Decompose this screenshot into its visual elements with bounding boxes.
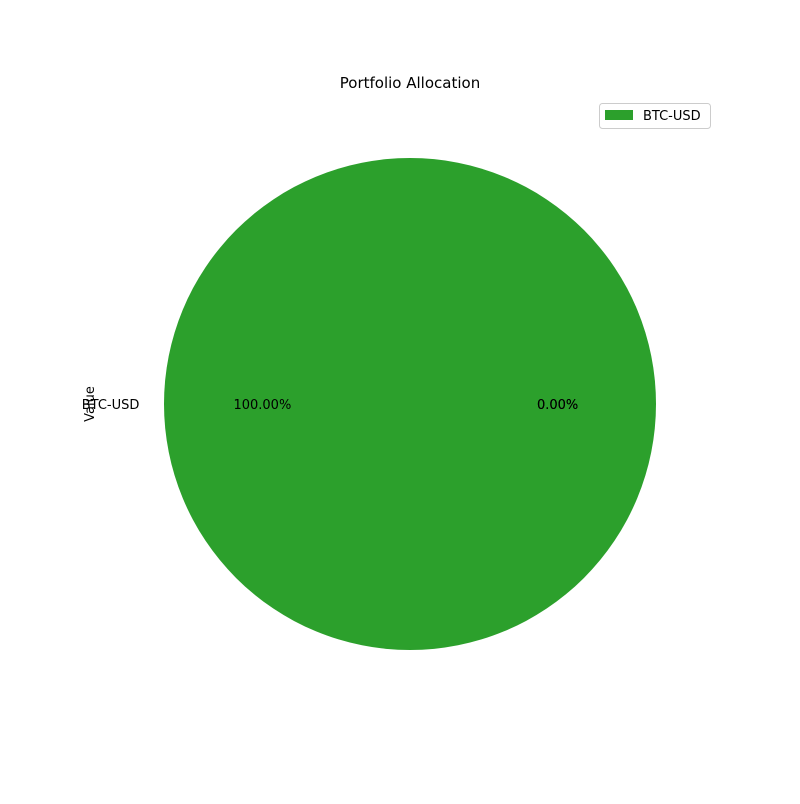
y-axis-label: Value (83, 386, 98, 422)
legend-label-btc-usd: BTC-USD (643, 109, 701, 124)
pie-category-label-btc-usd: BTC-USD (82, 398, 140, 413)
pie-labels: 100.00%BTC-USD 0.00%0.00% (82, 398, 579, 413)
chart-title: Portfolio Allocation (340, 74, 480, 92)
pie-slice-btc-usd (164, 158, 656, 650)
pie-pct-label-btc-usd: 100.00% (233, 398, 291, 413)
pie-slices (164, 158, 656, 650)
pie-pct-label-slice-2: 0.00% (537, 398, 578, 413)
legend-frame (599, 103, 711, 129)
pie-pct-label-slice-1: 0.00% (537, 398, 578, 413)
legend: BTC-USD (599, 103, 711, 129)
legend-swatch-btc-usd (605, 110, 633, 120)
